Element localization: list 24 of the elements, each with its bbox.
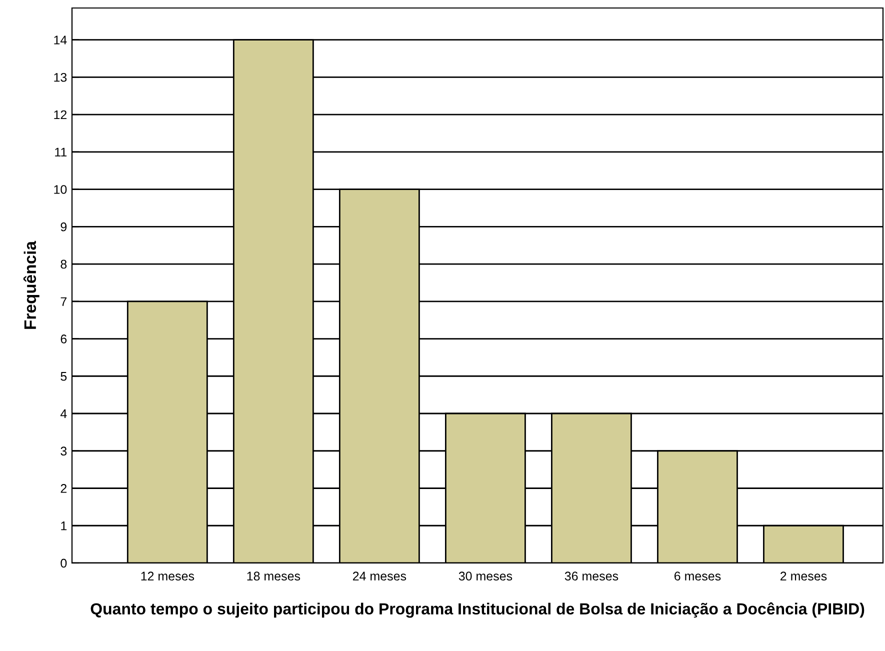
y-tick-label: 6: [60, 334, 67, 344]
y-tick-label: 14: [54, 36, 67, 44]
y-tick-label: 3: [60, 446, 67, 456]
y-tick-label: 12: [54, 110, 67, 120]
y-tick-label: 7: [60, 297, 67, 306]
x-tick-label: 30 meses: [458, 572, 512, 581]
x-tick-label: 12 meses: [141, 572, 194, 581]
y-tick-label: 13: [54, 72, 67, 82]
y-tick-label: 9: [60, 222, 67, 232]
x-axis-title: Quanto tempo o sujeito participou do Programa Institucional de Bolsa de Iniciação a Docência (PIBID): [90, 602, 864, 618]
y-tick-label: 4: [60, 409, 67, 418]
y-tick-label: 11: [55, 148, 67, 156]
y-tick-label: 5: [60, 372, 67, 381]
x-tick-label: 18 meses: [247, 572, 300, 581]
y-tick-label: 0: [60, 558, 67, 568]
y-tick-label: 1: [61, 522, 67, 530]
y-axis-title: Frequência: [23, 240, 40, 329]
y-tick-label: 2: [60, 484, 67, 493]
x-tick-label: 2 meses: [780, 572, 827, 581]
x-tick-label: 36 meses: [564, 572, 618, 581]
y-tick-label: 8: [60, 260, 67, 269]
x-tick-label: 24 meses: [352, 572, 406, 581]
x-tick-label: 6 meses: [674, 572, 721, 581]
y-tick-label: 10: [54, 185, 67, 194]
